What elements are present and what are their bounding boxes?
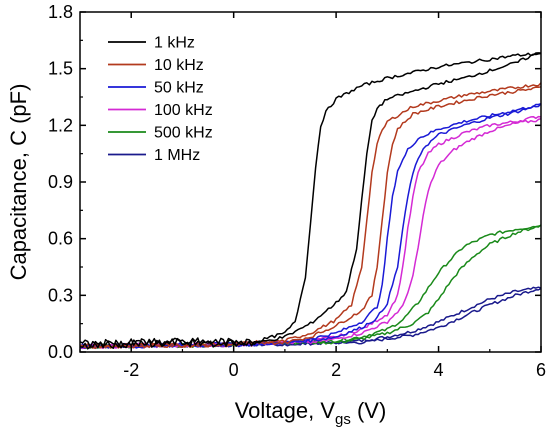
legend-label-2: 50 kHz [154, 80, 204, 97]
x-axis-title-subscript: gs [335, 411, 351, 428]
series-layer [79, 52, 542, 350]
y-tick-label-4: 1.2 [48, 115, 73, 135]
series-1-branch-1 [79, 86, 542, 350]
x-axis-title-unit: (V) [351, 398, 386, 423]
legend-label-4: 500 kHz [154, 125, 213, 142]
series-1-branch-0 [79, 82, 542, 349]
series-0-branch-0 [79, 52, 542, 350]
y-tick-label-5: 1.5 [48, 59, 73, 79]
x-tick-label-2: 2 [331, 360, 341, 380]
ticks-layer: -2 0 2 4 6 0.0 0.3 0.6 0.9 1.2 1.5 1.8 [48, 2, 546, 380]
legend-label-1: 10 kHz [154, 57, 204, 74]
x-tick-label-0: -2 [123, 360, 139, 380]
x-axis-title-main: Voltage, V [235, 398, 336, 423]
series-0-branch-1 [79, 52, 542, 349]
y-tick-label-1: 0.3 [48, 285, 73, 305]
y-axis-title: Capacitance, C (pF) [6, 84, 31, 281]
x-tick-label-3: 4 [434, 360, 444, 380]
legend-label-3: 100 kHz [154, 102, 213, 119]
x-tick-label-4: 6 [536, 360, 546, 380]
x-tick-label-1: 0 [229, 360, 239, 380]
legend-label-0: 1 kHz [154, 35, 195, 52]
y-tick-label-6: 1.8 [48, 2, 73, 22]
y-tick-label-2: 0.6 [48, 229, 73, 249]
y-tick-label-0: 0.0 [48, 342, 73, 362]
legend: 1 kHz 10 kHz 50 kHz 100 kHz 500 kHz 1 MHz [108, 35, 213, 164]
y-tick-label-3: 0.9 [48, 172, 73, 192]
x-axis-title: Voltage, Vgs (V) [235, 398, 387, 428]
legend-label-5: 1 MHz [154, 147, 200, 164]
